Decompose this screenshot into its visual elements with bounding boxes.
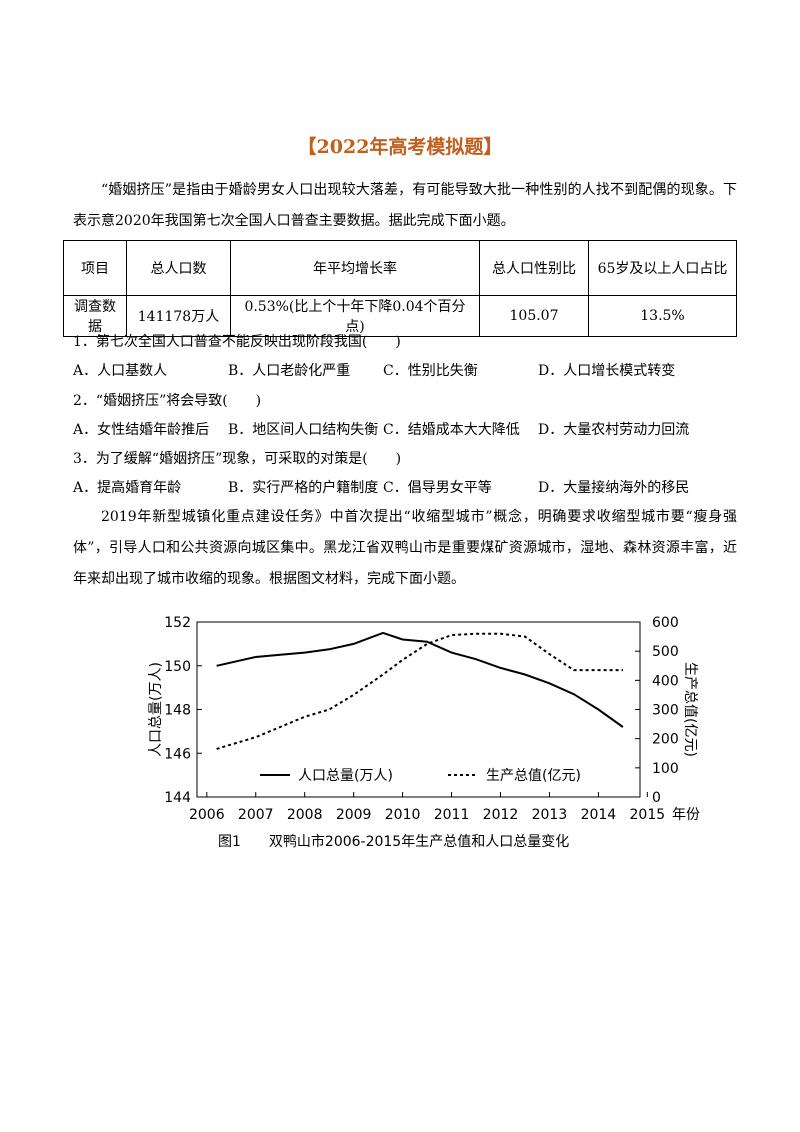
chart: 144 146 148 150 152 0 100 200 300 400 500 600 2006 20… <box>148 615 700 850</box>
legend-label: 人口总量(万人) <box>298 768 393 784</box>
th: 总人口数 <box>126 240 231 296</box>
caption: 图1 双鸭山市2006-2015年生产总值和人口总量变化 <box>218 833 569 850</box>
y-tick-label: 144 <box>164 790 191 806</box>
x-tick-label: 2007 <box>238 807 274 823</box>
table: 项目 总人口数 年平均增长率 总人口性别比 65岁及以上人口占比 调查数据 14… <box>63 240 737 337</box>
x-tick-label: 2010 <box>385 807 421 823</box>
option: C．结婚成本大大降低 <box>383 421 520 438</box>
x-axis-label: 年份 <box>672 807 700 823</box>
y2-tick-label: 600 <box>652 615 679 631</box>
legend-label: 生产总值(亿元) <box>486 768 581 784</box>
y2-tick-label: 0 <box>652 790 661 806</box>
x-tick-label: 2006 <box>189 807 225 823</box>
series-line <box>216 631 624 728</box>
y-tick-label: 150 <box>164 659 191 675</box>
th: 年平均增长率 <box>230 240 480 296</box>
y2-tick-label: 300 <box>652 703 679 719</box>
option: B．地区间人口结构失衡 <box>228 421 379 438</box>
td: 141178万人 <box>126 295 231 337</box>
x-tick-label: 2014 <box>581 807 617 823</box>
x-tick-label: 2011 <box>434 807 470 823</box>
option: B．实行严格的户籍制度 <box>228 480 379 496</box>
x-tick-label: 2013 <box>532 807 568 823</box>
x-tick-label: 2012 <box>483 807 519 823</box>
question-stem: 1．第七次全国人口普查不能反映出现阶段我国( ) <box>73 334 401 350</box>
title: 【2022年高考模拟题】 <box>297 136 503 158</box>
option: A．提高婚育年龄 <box>73 480 182 496</box>
option: A．人口基数人 <box>73 363 168 379</box>
option: C．倡导男女平等 <box>383 480 492 496</box>
y-axis-label: 人口总量(万人) <box>148 662 164 757</box>
option: A．女性结婚年龄推后 <box>73 421 210 438</box>
y2-tick-label: 100 <box>652 761 679 777</box>
option: C．性别比失衡 <box>383 363 478 379</box>
passage: 2019年新型城镇化重点建设任务》中首次提出“收缩型城市”概念，明确要求收缩型城… <box>73 509 737 587</box>
x-tick-label: 2009 <box>336 807 372 823</box>
series-line <box>216 632 623 750</box>
intro: “婚姻挤压”是指由于婚龄男女人口出现较大落差，有可能导致大批一种性别的人找不到配… <box>73 182 737 229</box>
y2-tick-label: 500 <box>652 644 679 660</box>
question-stem: 2．“婚姻挤压”将会导致( ) <box>73 392 262 409</box>
td: 13.5% <box>588 295 737 337</box>
y2-axis-label: 生产总值(亿元) <box>682 662 698 757</box>
y-tick-label: 148 <box>164 703 191 719</box>
x-tick-label: 2015 <box>630 807 666 823</box>
y2-tick-label: 400 <box>652 673 679 689</box>
th: 65岁及以上人口占比 <box>588 240 737 296</box>
question-stem: 3．为了缓解“婚姻挤压”现象，可采取的对策是( ) <box>73 451 402 467</box>
option: D．大量农村劳动力回流 <box>538 421 690 438</box>
x-tick-label: 2008 <box>287 807 323 823</box>
td: 105.07 <box>479 295 589 337</box>
y2-tick-label: 200 <box>652 732 679 748</box>
option: B．人口老龄化严重 <box>228 363 351 379</box>
th: 项目 <box>63 240 127 296</box>
td: 0.53%(比上个十年下降0.04个百分点) <box>230 295 480 337</box>
y-tick-label: 146 <box>164 746 191 762</box>
y-tick-label: 152 <box>164 615 191 631</box>
td: 调查数据 <box>63 295 127 337</box>
th: 总人口性别比 <box>479 240 589 296</box>
option: D．大量接纳海外的移民 <box>538 480 690 496</box>
option: D．人口增长模式转变 <box>538 363 676 379</box>
